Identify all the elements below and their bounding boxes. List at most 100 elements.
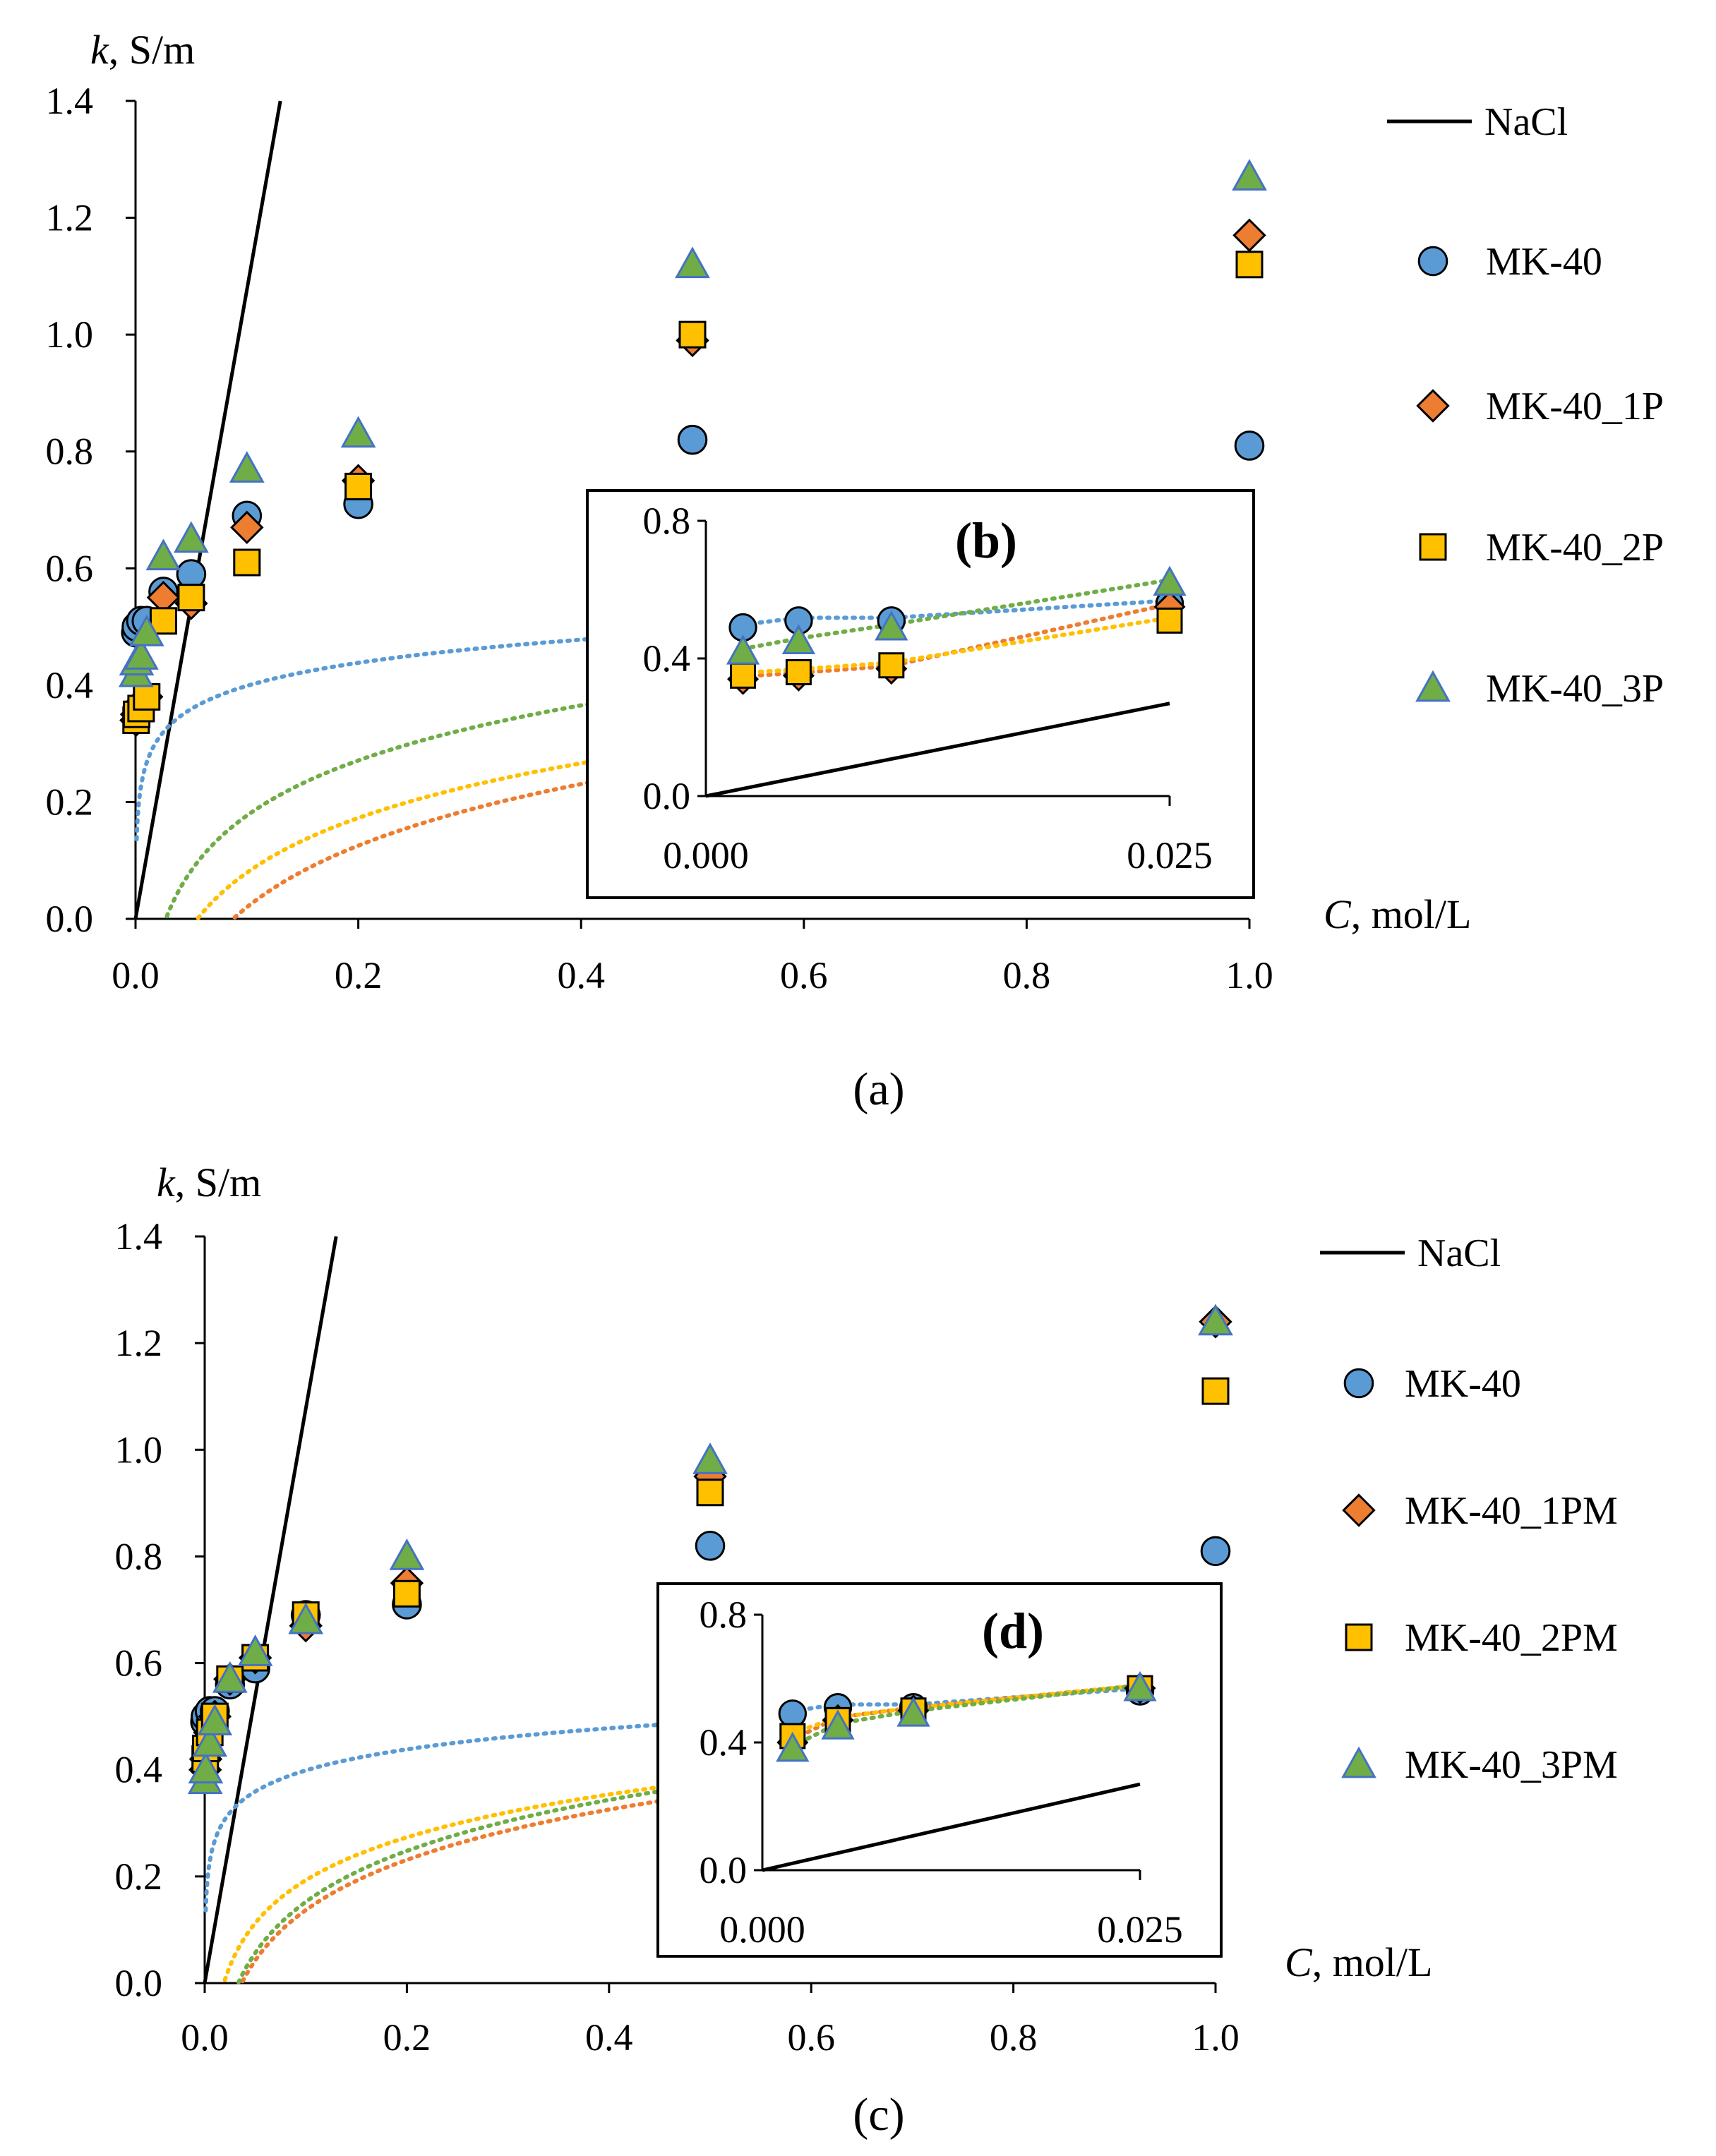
legend-label: MK-40_2PM — [1405, 1616, 1618, 1660]
legend-swatch — [1415, 670, 1451, 702]
legend-label: MK-40_3PM — [1405, 1743, 1618, 1787]
inset-data-point-square — [1156, 607, 1183, 634]
inset-trendline — [740, 577, 1172, 651]
data-point-triangle — [188, 1752, 224, 1784]
inset-trendline — [790, 1683, 1142, 1735]
y-axis-label: k, S/m — [90, 27, 195, 73]
y-axis-symbol: k — [90, 27, 109, 73]
inset-y-tick-label: 0.8 — [700, 1594, 748, 1636]
inset-data-point-triangle — [1153, 565, 1187, 596]
inset-x-tick-label: 0.025 — [1127, 834, 1213, 877]
y-axis-unit: , S/m — [109, 27, 196, 73]
legend-label: MK-40 — [1486, 240, 1602, 284]
y-tick-label: 1.4 — [46, 80, 94, 122]
legend-swatch — [1417, 246, 1448, 277]
inset-data-point-triangle — [896, 1697, 930, 1727]
y-tick-label: 1.0 — [115, 1428, 163, 1471]
data-point-circle — [1200, 1536, 1231, 1567]
data-point-diamond — [230, 510, 264, 545]
inset-data-point-square — [878, 652, 905, 679]
inset-x-tick-label: 0.025 — [1097, 1908, 1183, 1951]
inset-trendline — [740, 615, 1172, 675]
inset-label: (b) — [955, 512, 1017, 569]
y-tick-label: 1.0 — [46, 313, 94, 356]
inset-data-point-triangle — [821, 1709, 855, 1740]
data-point-triangle — [124, 638, 159, 670]
legend-swatch — [1416, 389, 1450, 423]
trendline — [203, 1698, 1218, 1913]
data-point-triangle — [1232, 159, 1267, 191]
y-tick-label: 0.0 — [46, 898, 94, 940]
inset-y-tick-label: 0.0 — [700, 1849, 748, 1891]
chart-panel-c: 0.0 0.2 0.4 0.6 0.8 1.0 1.2 1.4 0.0 0.2 0.4 0.6 0.8 1… — [115, 1160, 1618, 2140]
x-tick-label: 0.4 — [585, 2016, 633, 2059]
x-tick-label: 0.0 — [181, 2016, 229, 2059]
data-point-triangle — [197, 1704, 233, 1736]
data-point-triangle — [675, 246, 710, 279]
inset-data-point-square — [785, 659, 812, 685]
inset-trendline — [740, 598, 1172, 627]
x-tick-label: 0.2 — [335, 954, 383, 996]
inset-x-tick-label: 0.000 — [719, 1908, 805, 1951]
y-tick-label: 0.8 — [46, 430, 94, 473]
data-point-square — [344, 472, 373, 500]
data-point-circle — [677, 424, 708, 455]
legend-label: MK-40_2P — [1486, 526, 1664, 570]
y-tick-label: 0.8 — [115, 1535, 163, 1577]
data-point-triangle — [340, 416, 376, 448]
legend-label: NaCl — [1417, 1231, 1501, 1275]
y-tick-label: 1.4 — [115, 1215, 163, 1258]
inset-x-tick-label: 0.000 — [663, 834, 749, 877]
y-tick-label: 0.4 — [46, 664, 94, 706]
data-point-triangle — [389, 1538, 425, 1570]
data-point-circle — [695, 1531, 726, 1561]
legend-swatch — [1419, 533, 1447, 561]
y-tick-label: 0.6 — [46, 547, 94, 589]
data-point-triangle — [174, 521, 209, 553]
x-tick-label: 0.8 — [990, 2016, 1038, 2059]
inset-data-point-triangle — [726, 634, 760, 665]
legend-label: MK-40_1PM — [1405, 1489, 1618, 1533]
data-point-square — [1235, 251, 1264, 279]
inset-nacl-line — [705, 701, 1170, 798]
data-point-triangle — [145, 538, 181, 571]
y-axis-unit: , S/m — [175, 1160, 262, 1205]
legend-label: MK-40_1P — [1486, 385, 1664, 428]
data-point-triangle — [237, 1634, 273, 1666]
legend-swatch — [1341, 1746, 1376, 1778]
x-tick-label: 0.4 — [557, 954, 605, 996]
data-point-square — [1201, 1377, 1230, 1405]
inset-chart: 0.0 0.4 0.8 0.000 0.025 (d) — [656, 1582, 1223, 1958]
x-tick-label: 1.0 — [1192, 2016, 1240, 2059]
legend: NaCl MK-40 MK-40_1PM MK-40_2PM MK-40_3PM — [1320, 1231, 1618, 1787]
inset-trendline — [790, 1683, 1142, 1749]
data-point-square — [678, 320, 707, 349]
inset-chart: 0.0 0.4 0.8 0.000 0.025 (b) — [586, 489, 1255, 899]
y-tick-label: 0.6 — [115, 1642, 163, 1685]
data-point-square — [233, 548, 261, 577]
inset-data-point-triangle — [875, 610, 908, 641]
data-point-square — [149, 607, 177, 635]
x-axis-label: C, mol/L — [1324, 891, 1471, 937]
y-tick-label: 0.2 — [115, 1855, 163, 1898]
x-tick-label: 1.0 — [1225, 954, 1273, 996]
legend-label: MK-40 — [1405, 1362, 1521, 1406]
inset-trendline — [790, 1686, 1142, 1714]
legend-swatch — [1345, 1623, 1373, 1651]
y-axis-symbol: k — [157, 1160, 176, 1205]
data-point-triangle — [128, 614, 164, 646]
inset-y-tick-label: 0.8 — [643, 500, 691, 542]
inset-y-tick-label: 0.4 — [700, 1721, 748, 1764]
legend: NaCl MK-40 MK-40_1P MK-40_2P MK-40_3P — [1387, 100, 1664, 711]
data-point-square — [177, 584, 205, 612]
data-point-triangle — [229, 451, 265, 483]
inset-trendline — [740, 601, 1172, 679]
y-tick-label: 1.2 — [115, 1322, 163, 1364]
x-axis-symbol: C — [1285, 1939, 1313, 1985]
data-point-square — [696, 1479, 724, 1507]
data-point-square — [392, 1579, 421, 1608]
x-axis-label: C, mol/L — [1285, 1939, 1432, 1985]
data-point-triangle — [288, 1602, 324, 1634]
data-point-triangle — [192, 1725, 228, 1757]
